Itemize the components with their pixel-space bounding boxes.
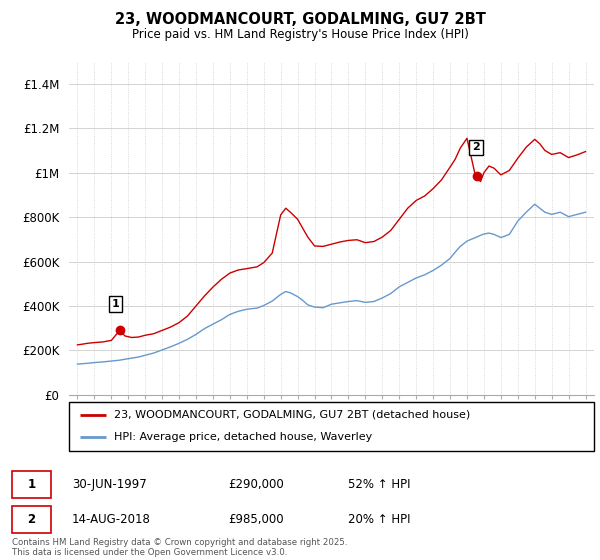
- Text: 20% ↑ HPI: 20% ↑ HPI: [348, 513, 410, 526]
- Text: 2: 2: [472, 142, 480, 152]
- Text: Contains HM Land Registry data © Crown copyright and database right 2025.
This d: Contains HM Land Registry data © Crown c…: [12, 538, 347, 557]
- Text: 23, WOODMANCOURT, GODALMING, GU7 2BT (detached house): 23, WOODMANCOURT, GODALMING, GU7 2BT (de…: [113, 410, 470, 420]
- Text: £985,000: £985,000: [228, 513, 284, 526]
- Text: 1: 1: [112, 299, 119, 309]
- Text: 52% ↑ HPI: 52% ↑ HPI: [348, 478, 410, 491]
- Text: 2: 2: [28, 513, 35, 526]
- Text: £290,000: £290,000: [228, 478, 284, 491]
- Text: 1: 1: [28, 478, 35, 491]
- Text: Price paid vs. HM Land Registry's House Price Index (HPI): Price paid vs. HM Land Registry's House …: [131, 28, 469, 41]
- Text: HPI: Average price, detached house, Waverley: HPI: Average price, detached house, Wave…: [113, 432, 372, 442]
- Text: 30-JUN-1997: 30-JUN-1997: [72, 478, 147, 491]
- Text: 23, WOODMANCOURT, GODALMING, GU7 2BT: 23, WOODMANCOURT, GODALMING, GU7 2BT: [115, 12, 485, 27]
- Text: 14-AUG-2018: 14-AUG-2018: [72, 513, 151, 526]
